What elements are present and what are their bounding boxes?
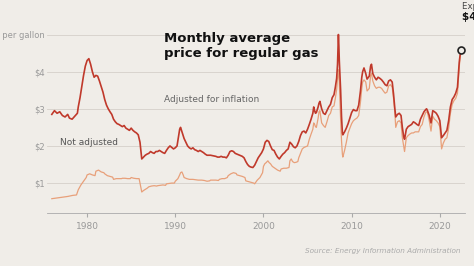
Text: Adjusted for inflation: Adjusted for inflation [164, 95, 259, 104]
Text: Monthly average
price for regular gas: Monthly average price for regular gas [164, 32, 319, 60]
Text: Not adjusted: Not adjusted [60, 138, 118, 147]
Text: Expected June avg.: Expected June avg. [462, 2, 474, 11]
Text: $4.59 per gallon: $4.59 per gallon [462, 12, 474, 22]
Text: Source: Energy Information Administration: Source: Energy Information Administratio… [305, 248, 460, 254]
